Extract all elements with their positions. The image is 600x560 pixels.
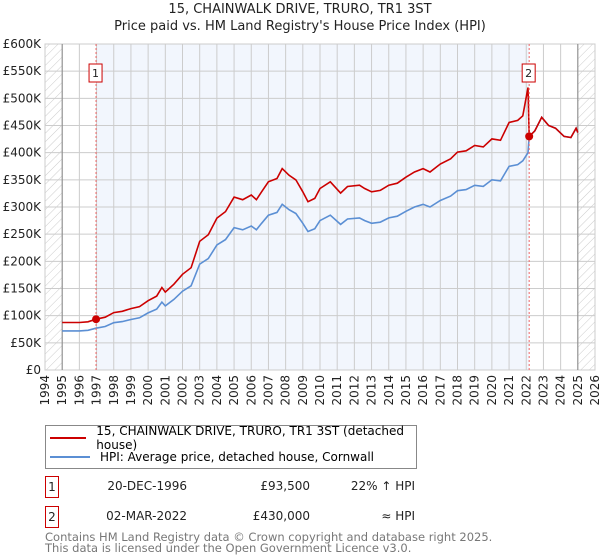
- x-tick-label: 2008: [279, 375, 293, 406]
- sale-date: 20-DEC-1996: [107, 479, 187, 493]
- y-tick-label: £450K: [3, 119, 43, 133]
- plot-border: [44, 43, 596, 371]
- sale-label: 1: [92, 67, 99, 80]
- sale-label-box: [521, 63, 536, 83]
- legend-swatch-blue: [50, 456, 90, 458]
- y-tick-label: £200K: [3, 254, 43, 268]
- x-tick-label: 2015: [399, 375, 413, 406]
- y-tick-label: £100K: [3, 309, 43, 323]
- legend: 15, CHAINWALK DRIVE, TRURO, TR1 3ST (det…: [45, 424, 417, 469]
- sale-point: [525, 132, 534, 141]
- x-tick-label: 2014: [382, 375, 396, 406]
- sale-badge: 1: [45, 476, 59, 498]
- x-tick-label: 2010: [313, 375, 327, 406]
- x-tick-label: 2021: [502, 375, 516, 406]
- sale-badge: 2: [45, 506, 59, 528]
- legend-item-property: 15, CHAINWALK DRIVE, TRURO, TR1 3ST (det…: [50, 424, 416, 452]
- footer-line: Contains HM Land Registry data © Crown c…: [45, 530, 493, 544]
- x-tick-label: 2023: [536, 375, 550, 406]
- x-tick-label: 2016: [416, 375, 430, 406]
- legend-item-hpi: HPI: Average price, detached house, Corn…: [50, 448, 374, 466]
- x-tick-label: 2006: [244, 375, 258, 406]
- y-tick-label: £500K: [3, 91, 43, 105]
- sale-row-1: 1 20-DEC-1996 £93,500 22% ↑ HPI: [45, 476, 600, 498]
- y-tick-label: £350K: [3, 173, 43, 187]
- y-tick-label: £50K: [10, 336, 42, 350]
- x-tick-label: 2011: [330, 375, 344, 406]
- y-tick-label: £150K: [3, 282, 43, 296]
- x-tick-label: 2002: [176, 375, 190, 406]
- x-tick-label: 2000: [141, 375, 155, 406]
- x-tick-label: 2004: [210, 375, 224, 406]
- sale-label: 2: [525, 67, 532, 80]
- y-tick-label: £600K: [3, 37, 43, 51]
- legend-label: HPI: Average price, detached house, Corn…: [100, 450, 375, 464]
- x-tick-label: 2001: [158, 375, 172, 406]
- hpi-series-line: [62, 115, 579, 332]
- sale-price: £430,000: [252, 509, 310, 523]
- x-tick-label: 2013: [365, 375, 379, 406]
- chart-title: 15, CHAINWALK DRIVE, TRURO, TR1 3ST: [168, 2, 432, 17]
- x-tick-label: 1995: [55, 375, 69, 406]
- sale-hpi-comparison: ≈ HPI: [381, 509, 415, 523]
- sale-price: £93,500: [260, 479, 310, 493]
- x-tick-label: 2025: [571, 375, 585, 406]
- x-tick-label: 1994: [38, 375, 52, 406]
- sale-row-2: 2 02-MAR-2022 £430,000 ≈ HPI: [45, 506, 600, 528]
- x-tick-label: 2003: [193, 375, 207, 406]
- x-tick-label: 2018: [451, 375, 465, 406]
- sale-hpi-comparison: 22% ↑ HPI: [350, 479, 415, 493]
- x-tick-label: 1997: [90, 375, 104, 406]
- x-tick-label: 2009: [296, 375, 310, 406]
- y-tick-label: £400K: [3, 146, 43, 160]
- legend-swatch-red: [50, 437, 87, 439]
- chart-subtitle: Price paid vs. HM Land Registry's House …: [114, 19, 486, 34]
- x-tick-label: 1998: [107, 375, 121, 406]
- x-tick-label: 1996: [72, 375, 86, 406]
- plot-area: £0 £50K £100K £150K £200K £250K £300K £350K £400…: [3, 37, 600, 406]
- property-series-line: [62, 87, 579, 324]
- x-tick-label: 1999: [124, 375, 138, 406]
- x-tick-label: 2026: [588, 375, 600, 406]
- x-tick-label: 2020: [485, 375, 499, 406]
- x-tick-label: 2017: [433, 375, 447, 406]
- sale-label-box: [88, 63, 103, 83]
- x-tick-label: 2007: [261, 375, 275, 406]
- footer-attribution: Contains HM Land Registry data © Crown c…: [45, 530, 493, 555]
- x-tick-label: 2012: [347, 375, 361, 406]
- y-tick-label: £250K: [3, 227, 43, 241]
- x-tick-label: 2005: [227, 375, 241, 406]
- y-tick-label: £0: [26, 363, 41, 377]
- x-tick-label: 2022: [519, 375, 533, 406]
- footer-line: This data is licensed under the Open Gov…: [45, 541, 412, 555]
- sale-point: [92, 315, 101, 324]
- sale-date: 02-MAR-2022: [106, 509, 187, 523]
- legend-label: 15, CHAINWALK DRIVE, TRURO, TR1 3ST (det…: [96, 424, 404, 452]
- y-tick-label: £550K: [3, 64, 43, 78]
- x-tick-label: 2024: [554, 375, 568, 406]
- x-tick-label: 2019: [468, 375, 482, 406]
- y-tick-label: £300K: [3, 200, 43, 214]
